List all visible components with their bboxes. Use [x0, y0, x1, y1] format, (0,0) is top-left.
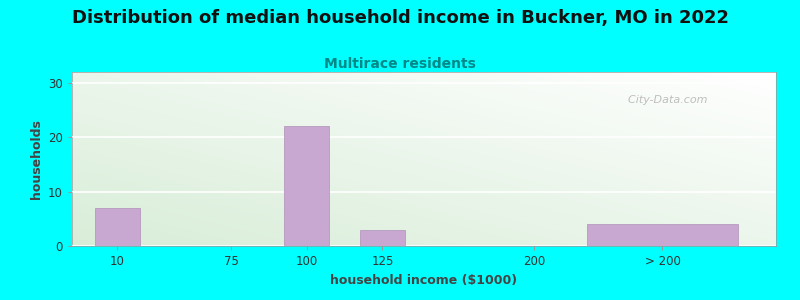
- Text: Multirace residents: Multirace residents: [324, 57, 476, 71]
- Text: Distribution of median household income in Buckner, MO in 2022: Distribution of median household income …: [71, 9, 729, 27]
- X-axis label: household income ($1000): household income ($1000): [330, 274, 518, 286]
- Y-axis label: households: households: [30, 119, 42, 199]
- Bar: [360, 230, 405, 246]
- Bar: [94, 208, 140, 246]
- Bar: [586, 224, 738, 246]
- Text: City-Data.com: City-Data.com: [621, 94, 708, 105]
- Bar: [284, 126, 330, 246]
